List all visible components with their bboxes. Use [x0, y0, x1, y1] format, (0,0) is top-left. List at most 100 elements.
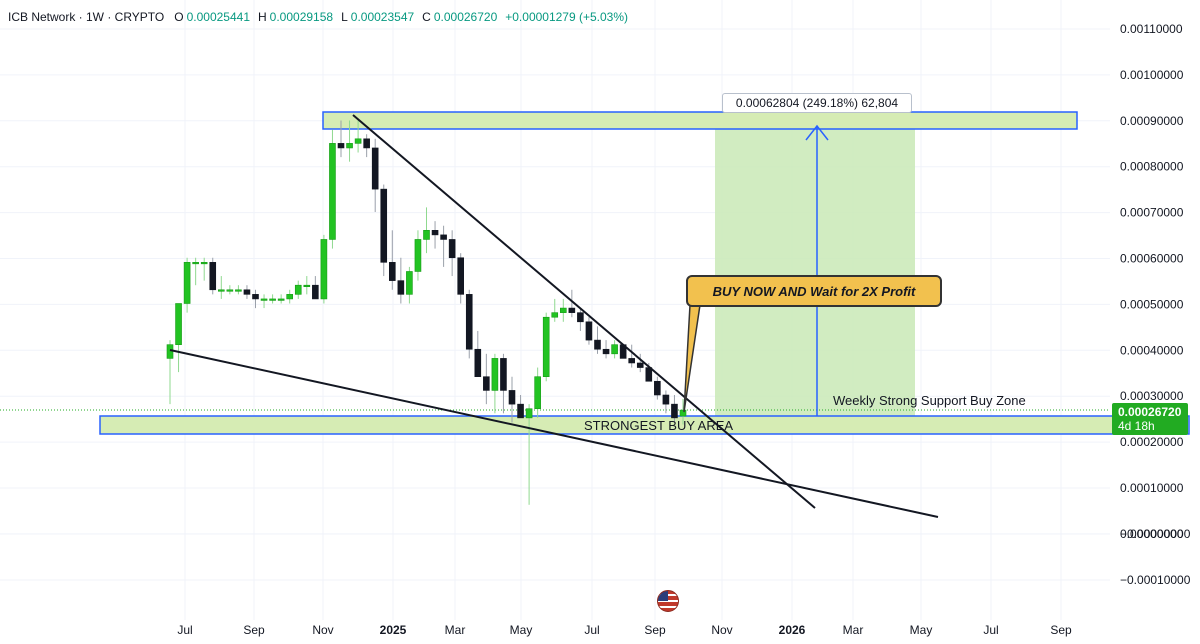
- symbol-title[interactable]: ICB Network · 1W · CRYPTO: [8, 10, 165, 24]
- price-tick-label: 0.00010000: [1120, 481, 1184, 495]
- candle-body: [517, 403, 524, 419]
- candle-body: [192, 262, 199, 265]
- candle-body: [380, 188, 388, 263]
- us-flag-icon[interactable]: [657, 590, 679, 612]
- time-tick-label: Nov: [312, 623, 333, 637]
- price-tick-label: 0.00100000: [1120, 68, 1184, 82]
- candle-body: [594, 339, 601, 350]
- time-tick-label: Jul: [983, 623, 998, 637]
- candle-body: [508, 390, 516, 405]
- close-value: 0.00026720: [433, 10, 498, 24]
- candle-body: [636, 362, 644, 368]
- price-axis[interactable]: 0.00110000 0.00100000 0.00090000 0.00080000…: [1120, 22, 1191, 587]
- descending-trendline: [352, 114, 816, 509]
- time-tick-label: Mar: [843, 623, 864, 637]
- bar-countdown: 4d 18h: [1118, 419, 1155, 433]
- candle-body: [312, 284, 319, 300]
- symbol-header: ICB Network · 1W · CRYPTO O 0.00025441 H 0…: [8, 8, 636, 26]
- price-tick-label: 0.00070000: [1120, 206, 1184, 220]
- candles: [166, 120, 687, 505]
- candle-body: [500, 358, 507, 391]
- candle-body: [465, 294, 473, 350]
- candle-body: [397, 280, 405, 295]
- buy-area-label[interactable]: STRONGEST BUY AREA: [584, 418, 734, 433]
- candle-body: [363, 138, 370, 149]
- candle-body: [243, 289, 251, 295]
- candle-body: [671, 403, 678, 419]
- candle-body: [448, 239, 456, 259]
- candle-body: [628, 358, 636, 364]
- candle-body: [602, 348, 610, 355]
- time-tick-label: 2026: [779, 623, 806, 637]
- candle-body: [235, 289, 242, 292]
- support-zone-label[interactable]: Weekly Strong Support Buy Zone: [833, 393, 1026, 408]
- candle-body: [611, 344, 618, 355]
- candle-body: [252, 294, 259, 300]
- time-tick-label: Sep: [243, 623, 265, 637]
- candle-body: [303, 284, 311, 288]
- measure-label[interactable]: 0.00062804 (249.18%) 62,804: [722, 93, 912, 113]
- time-tick-label: Sep: [644, 623, 666, 637]
- candle-body: [577, 312, 584, 323]
- candle-body: [226, 289, 234, 292]
- candle-body: [406, 271, 413, 295]
- price-tick-label: −0.00010000: [1120, 573, 1191, 587]
- candle-body: [654, 380, 661, 396]
- candle-body: [525, 408, 533, 419]
- close-label: C: [422, 10, 431, 24]
- price-tick-label: 0.00080000: [1120, 160, 1184, 174]
- candle-body: [320, 239, 328, 300]
- low-value: 0.00023547: [350, 10, 415, 24]
- candle-body: [209, 262, 217, 291]
- candle-body: [662, 394, 670, 405]
- change-value: +0.00001279 (+5.03%): [505, 10, 629, 24]
- time-tick-label: Mar: [445, 623, 466, 637]
- candle-body: [346, 143, 353, 149]
- candle-body: [679, 409, 687, 417]
- measure-arrowhead: [805, 124, 829, 141]
- time-tick-label: Nov: [711, 623, 732, 637]
- price-tick-label: 0.00040000: [1120, 343, 1184, 357]
- candle-body: [551, 312, 559, 318]
- candle-body: [269, 298, 276, 301]
- candle-body: [183, 262, 191, 304]
- last-price-value: 0.00026720: [1118, 405, 1182, 419]
- time-tick-label: Jul: [584, 623, 599, 637]
- candle-body: [329, 143, 336, 240]
- time-tick-label: 2025: [380, 623, 407, 637]
- last-price-tag: 0.00026720 4d 18h: [1112, 403, 1188, 435]
- target-zone: [322, 111, 1078, 130]
- candle-body: [218, 289, 225, 292]
- candle-body: [585, 321, 593, 341]
- support-trendline: [169, 349, 939, 518]
- low-label: L: [341, 10, 348, 24]
- price-tick-label: 0.00020000: [1120, 435, 1184, 449]
- candle-body: [260, 298, 268, 301]
- candle-body: [371, 147, 379, 190]
- overlay-back: [0, 111, 1190, 435]
- buy-area-zone: [99, 415, 1190, 435]
- time-axis[interactable]: Jul Sep Nov 2025 Mar May Jul Sep Nov 2026 Mar May Ju…: [177, 623, 1072, 637]
- candle-body: [542, 316, 550, 378]
- high-label: H: [258, 10, 267, 24]
- time-tick-label: May: [910, 623, 933, 637]
- candle-body: [431, 230, 439, 236]
- buy-callout[interactable]: BUY NOW AND Wait for 2X Profit: [686, 275, 942, 307]
- open-value: 0.00025441: [186, 10, 250, 24]
- price-tick-label: 0.00110000: [1120, 22, 1183, 36]
- price-tick-label: −0.00000000: [1120, 527, 1191, 541]
- time-tick-label: Sep: [1050, 623, 1072, 637]
- price-tick-label: 0.00030000: [1120, 389, 1184, 403]
- candle-body: [457, 257, 465, 295]
- candle-body: [175, 303, 182, 345]
- candle-body: [277, 298, 285, 301]
- candle-body: [286, 294, 294, 300]
- candle-body: [559, 307, 567, 313]
- candle-body: [294, 284, 302, 295]
- candle-body: [414, 239, 422, 272]
- time-tick-label: Jul: [177, 623, 192, 637]
- open-label: O: [174, 10, 184, 24]
- candle-body: [388, 262, 396, 281]
- candle-body: [423, 230, 430, 240]
